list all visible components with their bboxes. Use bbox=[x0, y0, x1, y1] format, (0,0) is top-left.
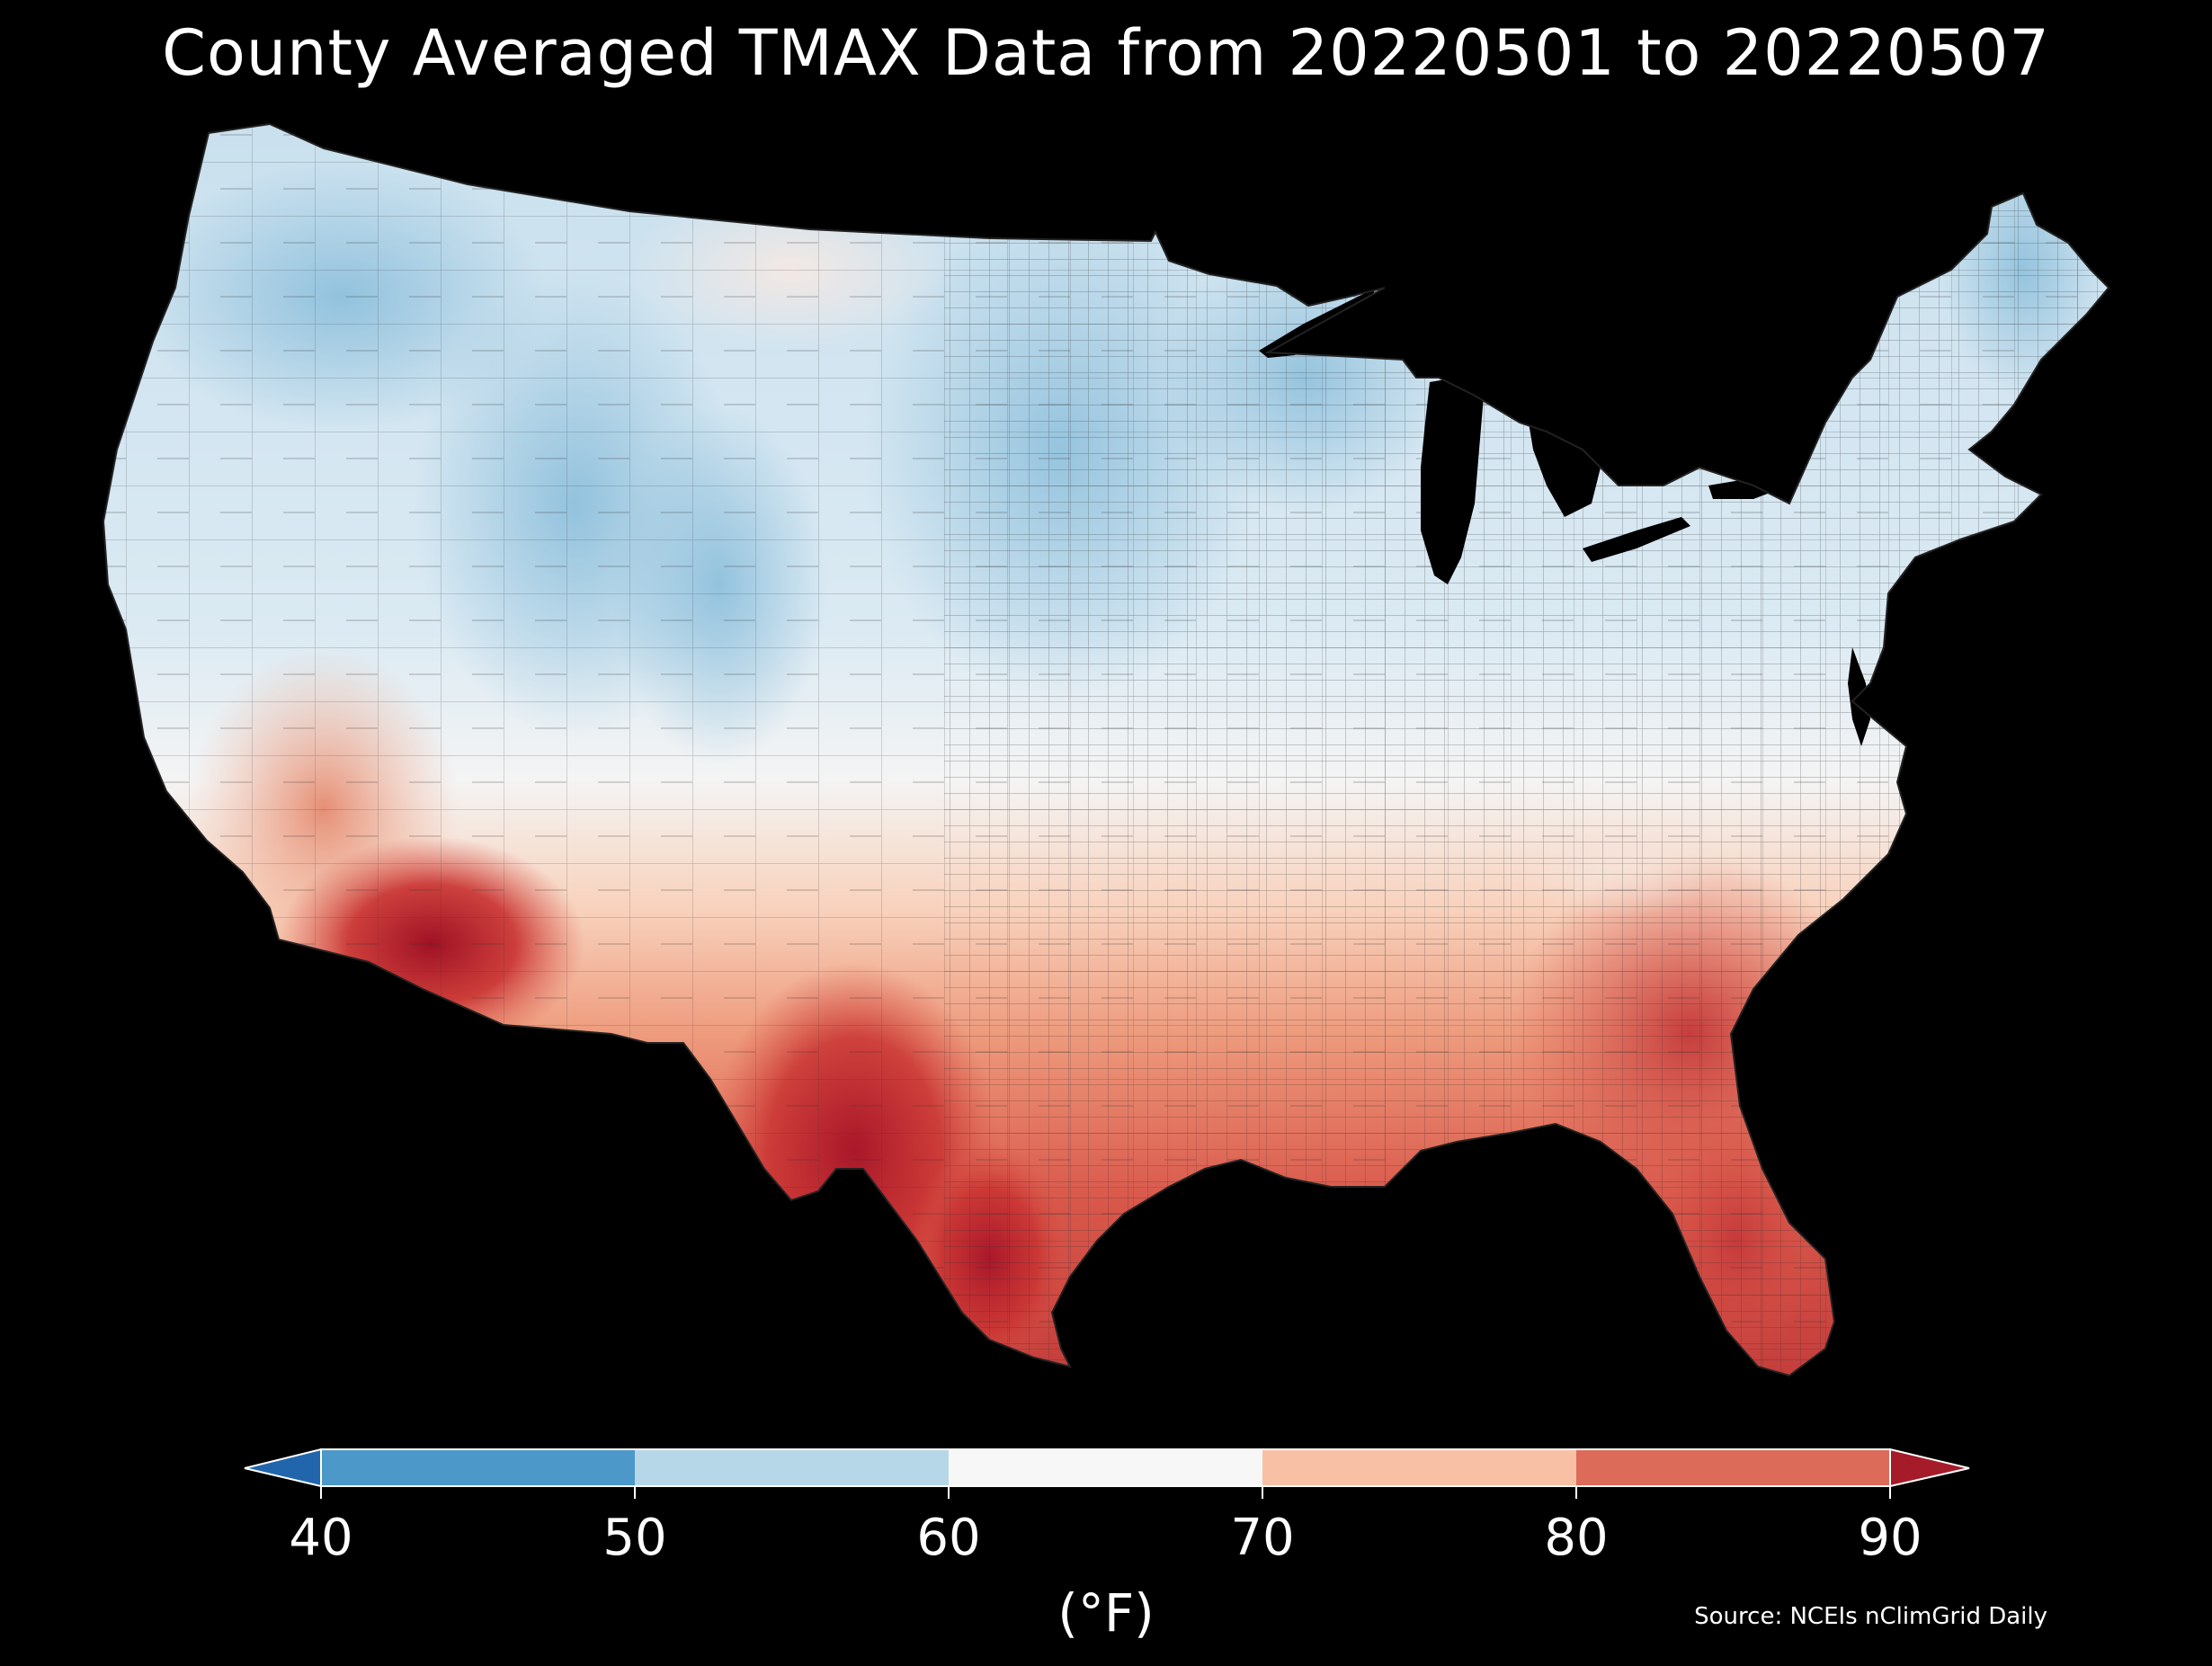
lake-ontario bbox=[1708, 477, 1789, 499]
lake-huron bbox=[1529, 423, 1601, 517]
lake-erie bbox=[1583, 517, 1690, 562]
chesapeake-bay bbox=[1848, 647, 1870, 746]
colorbar-bin-40-50 bbox=[321, 1449, 635, 1486]
colorbar-tick-label: 40 bbox=[289, 1509, 353, 1567]
colorbar-extend-low bbox=[244, 1448, 322, 1488]
colorbar-bin-50-60 bbox=[635, 1449, 949, 1486]
colorbar-tick-label: 90 bbox=[1858, 1509, 1922, 1567]
colorbar-bin-60-70 bbox=[949, 1449, 1262, 1486]
colorbar-tick-label: 50 bbox=[602, 1509, 667, 1567]
colorbar-tick-label: 60 bbox=[916, 1509, 981, 1567]
colorbar-bin-80-90 bbox=[1576, 1449, 1890, 1486]
colorbar-tick-label: 80 bbox=[1544, 1509, 1609, 1567]
colorbar-bin-70-80 bbox=[1262, 1449, 1576, 1486]
colorbar-extend-high bbox=[1889, 1448, 1970, 1488]
colorbar-ticks bbox=[320, 1486, 1891, 1499]
colorbar-tick-label: 70 bbox=[1230, 1509, 1295, 1567]
great-lakes bbox=[1259, 288, 1870, 746]
chart-title: County Averaged TMAX Data from 20220501 … bbox=[162, 16, 2050, 90]
colorbar-unit-label: (°F) bbox=[1057, 1582, 1155, 1644]
source-credit: Source: NCEIs nClimGrid Daily bbox=[1694, 1603, 2047, 1630]
lake-michigan bbox=[1421, 378, 1484, 584]
